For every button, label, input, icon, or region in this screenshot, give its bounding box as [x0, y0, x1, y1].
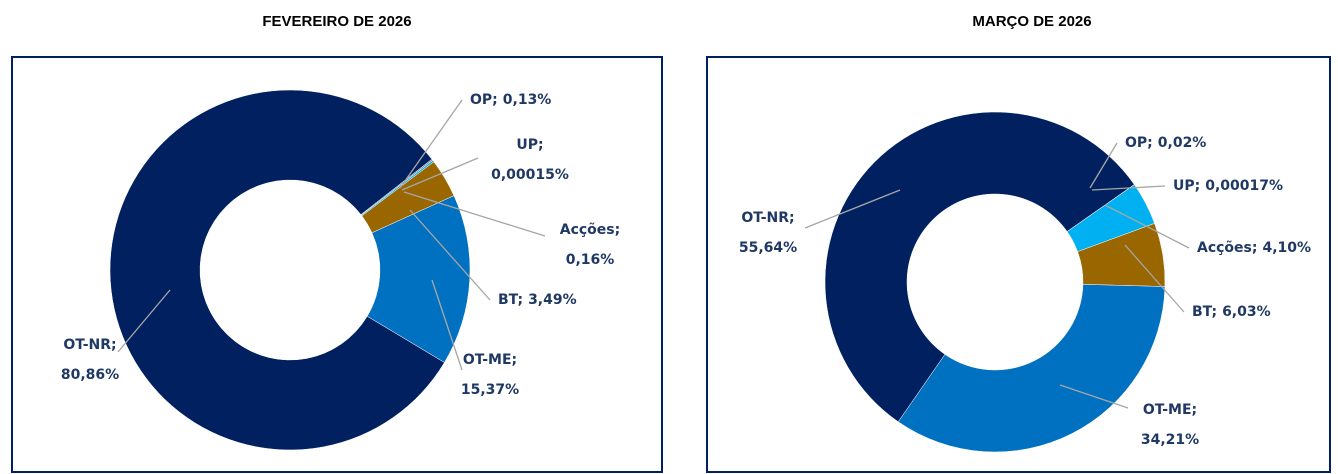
leader-line [1089, 142, 1118, 189]
label-value: 0,00015% [491, 167, 569, 183]
label-value: 34,21% [1141, 432, 1199, 448]
donut-slice [897, 284, 1166, 453]
leader-line [403, 191, 546, 237]
label-category: OT-ME; [1143, 402, 1197, 418]
donut-slice [824, 111, 1135, 423]
label-category: UP; [1173, 178, 1200, 194]
chart-title: MARÇO DE 2026 [972, 13, 1091, 30]
leader-line [1104, 204, 1190, 249]
label-category: BT; [498, 292, 523, 308]
label-value: 0,00017% [1205, 178, 1283, 194]
leader-line [401, 157, 479, 191]
leader-line [431, 279, 463, 371]
donut-slice [109, 89, 445, 451]
leader-line [399, 99, 463, 189]
leader-line [1091, 185, 1166, 191]
data-label: OT-NR; 55,64% [739, 210, 797, 256]
leader-line [409, 209, 491, 301]
data-label: Acções; 0,16% [560, 222, 620, 268]
label-category: OT-ME; [463, 352, 517, 368]
label-category: Acções; [1197, 240, 1257, 256]
donut-slice [366, 195, 471, 363]
label-value: 0,13% [503, 92, 552, 108]
data-label: UP; 0,00015% [491, 137, 569, 183]
data-label: OT-NR; 80,86% [61, 337, 119, 383]
label-value: 0,02% [1158, 135, 1207, 151]
donut [109, 89, 471, 451]
label-category: OP; [470, 92, 498, 108]
data-label: UP; 0,00017% [1173, 178, 1283, 194]
label-category: OT-NR; [741, 210, 794, 226]
data-label: BT; 6,03% [1192, 304, 1271, 320]
label-value: 6,03% [1222, 304, 1271, 320]
label-category: Acções; [560, 222, 620, 238]
label-category: UP; [516, 137, 543, 153]
chart-frame [706, 56, 1331, 473]
label-value: 0,16% [566, 252, 615, 268]
data-label: OT-ME; 34,21% [1141, 402, 1199, 448]
data-label: BT; 3,49% [498, 292, 577, 308]
data-label: Acções; 4,10% [1197, 240, 1311, 256]
label-value: 4,10% [1262, 240, 1311, 256]
leader-line [117, 289, 171, 353]
label-value: 55,64% [739, 240, 797, 256]
label-value: 3,49% [528, 292, 577, 308]
leader-line [1059, 384, 1129, 409]
label-category: BT; [1192, 304, 1217, 320]
data-label: OP; 0,13% [470, 92, 551, 108]
data-label: OT-ME; 15,37% [461, 352, 519, 398]
label-category: OP; [1125, 135, 1153, 151]
leader-line [804, 189, 901, 229]
label-value: 80,86% [61, 367, 119, 383]
label-category: OT-NR; [63, 337, 116, 353]
chart-frame [11, 56, 663, 473]
chart-title: FEVEREIRO DE 2026 [262, 13, 411, 30]
leader-line [1124, 244, 1185, 313]
data-label: OP; 0,02% [1125, 135, 1206, 151]
donut [824, 111, 1166, 453]
label-value: 15,37% [461, 382, 519, 398]
